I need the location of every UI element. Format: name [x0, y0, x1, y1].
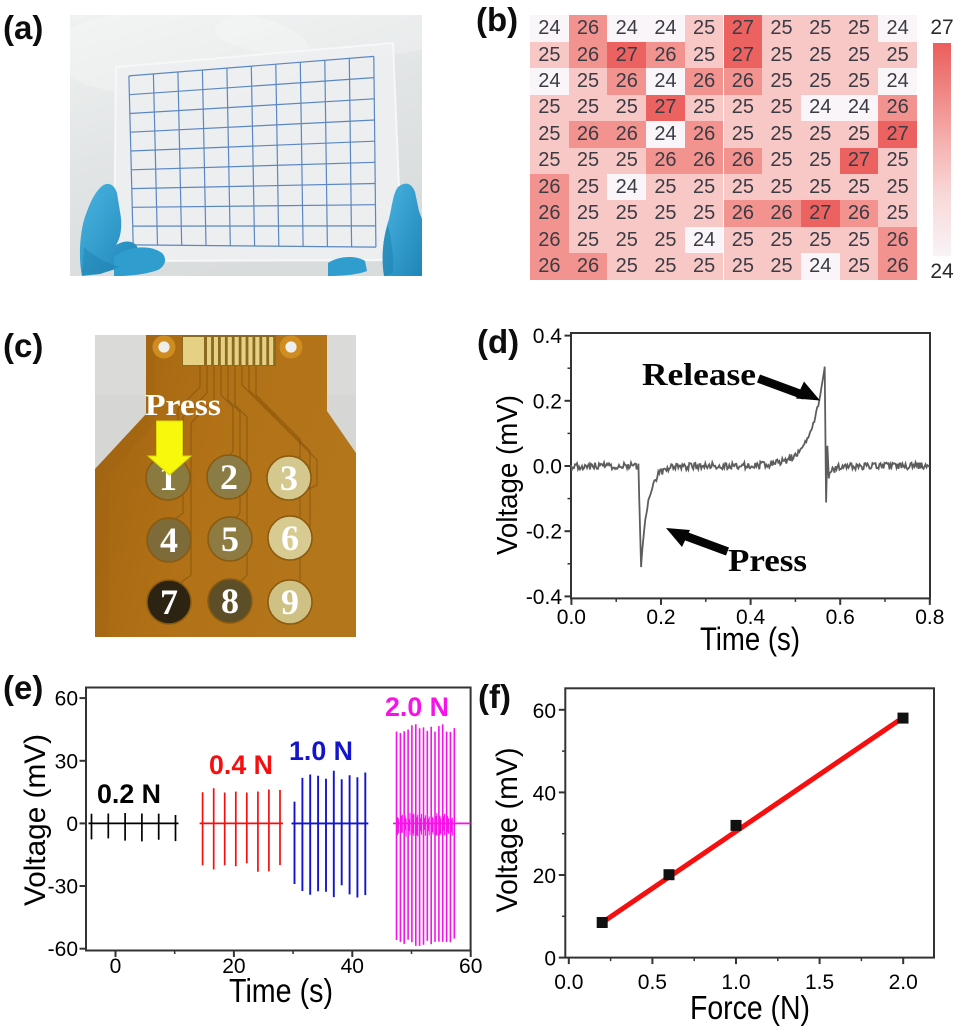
svg-text:60: 60 — [533, 700, 556, 723]
svg-text:9: 9 — [281, 582, 299, 622]
svg-text:Voltage (mV): Voltage (mV) — [491, 748, 524, 913]
svg-text:1.0: 1.0 — [721, 971, 750, 994]
svg-text:-0.2: -0.2 — [526, 521, 562, 544]
svg-text:0.0: 0.0 — [533, 456, 562, 479]
svg-text:-30: -30 — [48, 876, 78, 899]
svg-text:Time (s): Time (s) — [700, 621, 800, 657]
svg-text:1.0 N: 1.0 N — [289, 736, 353, 766]
svg-text:40: 40 — [341, 955, 364, 978]
svg-text:0.4: 0.4 — [736, 606, 766, 629]
svg-text:0.0: 0.0 — [554, 971, 583, 994]
svg-text:0.4: 0.4 — [533, 325, 563, 348]
svg-text:30: 30 — [55, 750, 78, 773]
svg-text:4: 4 — [160, 520, 178, 560]
svg-text:20: 20 — [533, 865, 556, 888]
svg-text:Force (N): Force (N) — [690, 989, 810, 1026]
svg-text:60: 60 — [55, 688, 78, 711]
svg-text:0: 0 — [544, 948, 556, 971]
svg-text:60: 60 — [459, 955, 482, 978]
svg-text:-60: -60 — [48, 938, 78, 961]
svg-text:40: 40 — [533, 782, 556, 805]
svg-text:5: 5 — [221, 519, 239, 559]
svg-text:Release: Release — [642, 356, 756, 392]
svg-text:0: 0 — [66, 813, 78, 836]
svg-text:0.5: 0.5 — [638, 971, 667, 994]
svg-text:0.2 N: 0.2 N — [97, 779, 161, 809]
svg-text:7: 7 — [160, 582, 178, 622]
svg-text:1.5: 1.5 — [805, 971, 834, 994]
svg-text:0.2: 0.2 — [533, 390, 562, 413]
svg-text:2.0: 2.0 — [889, 971, 918, 994]
svg-text:Voltage (mV): Voltage (mV) — [19, 734, 52, 906]
svg-text:Press: Press — [728, 542, 807, 578]
svg-text:8: 8 — [221, 581, 239, 621]
svg-text:2: 2 — [220, 457, 238, 497]
svg-text:Time (s): Time (s) — [229, 972, 333, 1009]
svg-text:0.2: 0.2 — [646, 606, 675, 629]
svg-text:Voltage (mV): Voltage (mV) — [492, 395, 524, 555]
svg-text:20: 20 — [222, 955, 245, 978]
svg-text:Press: Press — [145, 387, 221, 422]
svg-text:0: 0 — [110, 955, 122, 978]
svg-text:0.6: 0.6 — [826, 606, 855, 629]
svg-text:3: 3 — [280, 458, 298, 498]
svg-text:0.0: 0.0 — [557, 606, 586, 629]
svg-text:0.4 N: 0.4 N — [209, 750, 273, 780]
svg-text:6: 6 — [281, 518, 299, 558]
svg-text:0.8: 0.8 — [915, 606, 944, 629]
svg-text:-0.4: -0.4 — [526, 586, 563, 609]
svg-text:2.0 N: 2.0 N — [385, 692, 449, 722]
